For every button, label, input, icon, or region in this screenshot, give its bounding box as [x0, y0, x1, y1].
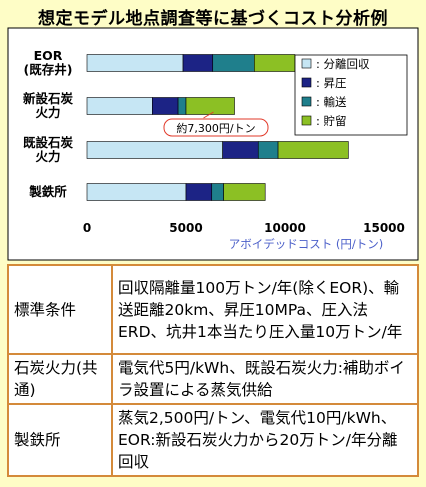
table-row: 標準条件 回収隔離量100万トン/年(除くEOR)、輸送距離20km、昇圧10M…	[7, 264, 419, 355]
legend-label: : 輸送	[316, 95, 347, 109]
legend-swatch	[301, 58, 312, 69]
legend-label: : 分離回収	[316, 57, 370, 71]
condition-value: 蒸気2,500円/トン、電気代10円/kWh、EOR:新設石炭火力から20万トン…	[111, 403, 419, 477]
bar-segment	[182, 54, 214, 72]
page-title: 想定モデル地点調査等に基づくコスト分析例	[38, 9, 388, 29]
bar-segment	[254, 54, 296, 72]
condition-label: 製鉄所	[7, 403, 113, 477]
annotation-box	[163, 118, 269, 137]
legend-swatch	[301, 115, 312, 126]
legend-swatch	[301, 96, 312, 107]
category-label: EOR (既存井)	[24, 48, 73, 77]
legend-swatch	[301, 77, 312, 88]
bar-segment	[277, 141, 349, 159]
bar-segment	[86, 54, 184, 72]
legend: : 分離回収 : 昇圧 : 輸送 : 貯留	[294, 54, 408, 136]
bar-segment	[86, 141, 223, 159]
bar-segment	[86, 97, 153, 115]
category-label: 製鉄所	[28, 184, 67, 199]
bars-layer	[86, 54, 349, 201]
x-tick-label: 0	[83, 221, 91, 235]
bar-segment	[177, 97, 187, 115]
x-tick-label: 5000	[169, 221, 202, 235]
legend-box	[294, 54, 408, 136]
condition-label: 石炭火力(共通)	[7, 353, 113, 405]
condition-value: 回収隔離量100万トン/年(除くEOR)、輸送距離20km、昇圧10MPa、圧入…	[111, 264, 419, 355]
annotation-leader	[203, 111, 214, 119]
category-label: 既設石炭火力	[23, 135, 74, 164]
bar-segment	[152, 97, 179, 115]
x-tick-labels: 0 5000 10000 15000	[83, 221, 405, 235]
bar-segment	[185, 183, 213, 201]
bar-segment	[212, 54, 255, 72]
bar-segment	[257, 141, 279, 159]
annotation: 約7,300円/トン	[163, 111, 269, 137]
legend-label: : 昇圧	[316, 76, 347, 90]
bar-segment	[185, 97, 235, 115]
bar-segment	[223, 183, 266, 201]
table-row: 石炭火力(共通) 電気代5円/kWh、既設石炭火力:補助ボイラ設置による蒸気供給	[7, 353, 419, 405]
table-row: 製鉄所 蒸気2,500円/トン、電気代10円/kWh、EOR:新設石炭火力から2…	[7, 403, 419, 477]
conditions-table: 標準条件 回収隔離量100万トン/年(除くEOR)、輸送距離20km、昇圧10M…	[7, 264, 419, 477]
condition-label: 標準条件	[7, 264, 113, 355]
legend-label: : 貯留	[316, 114, 347, 128]
bar-segment	[211, 183, 224, 201]
x-tick-label: 10000	[264, 221, 306, 235]
bar-segment	[222, 141, 259, 159]
category-label: 新設石炭火力	[23, 91, 74, 120]
x-axis-label: アボイデッドコスト (円/トン)	[229, 237, 384, 251]
annotation-text: 約7,300円/トン	[176, 121, 255, 135]
x-tick-label: 15000	[363, 221, 405, 235]
condition-value: 電気代5円/kWh、既設石炭火力:補助ボイラ設置による蒸気供給	[111, 353, 419, 405]
bar-segment	[86, 183, 187, 201]
